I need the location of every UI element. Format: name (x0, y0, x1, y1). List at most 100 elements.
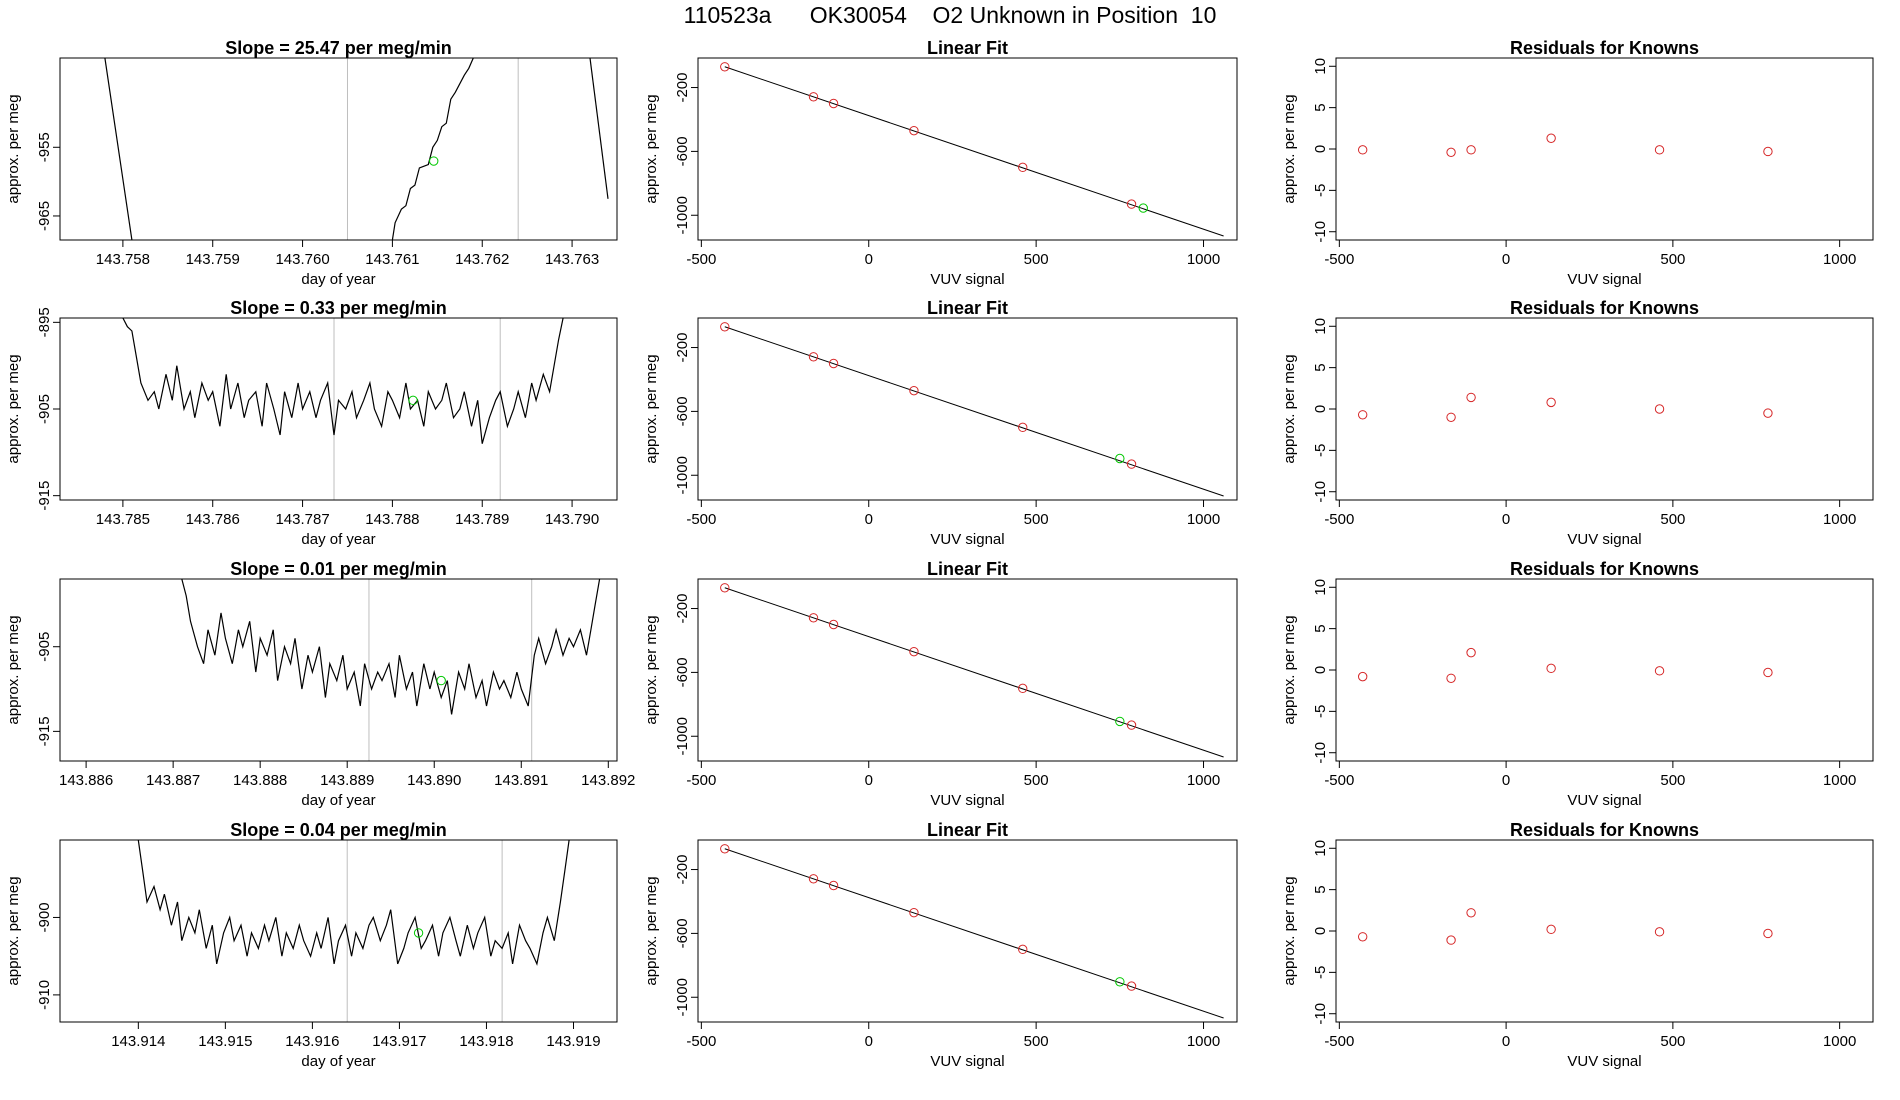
y-tick-label: -1000 (674, 196, 691, 234)
x-tick-label: 500 (1660, 251, 1685, 268)
x-tick-label: 143.887 (146, 772, 200, 789)
y-tick-label: -1000 (674, 978, 691, 1016)
panel-title: Slope = 0.04 per meg/min (230, 820, 447, 840)
y-tick-label: -900 (36, 902, 53, 932)
plot-frame (697, 317, 1238, 501)
known-point (828, 619, 839, 630)
x-tick-label: -500 (686, 251, 716, 268)
x-tick-label: 143.787 (275, 511, 329, 528)
x-tick-label: 143.886 (59, 772, 113, 789)
plot-area (720, 62, 1224, 237)
x-tick-label: 1000 (1823, 1033, 1856, 1050)
x-tick-label: 143.890 (407, 772, 461, 789)
y-tick-label: -1000 (674, 717, 691, 755)
plot-frame (59, 57, 618, 241)
y-tick-label: -10 (1312, 1003, 1329, 1025)
y-tick-label: -10 (1312, 481, 1329, 503)
x-tick-label: 143.789 (455, 511, 509, 528)
known-point (1126, 981, 1137, 991)
x-tick-label: 500 (1024, 251, 1049, 268)
y-tick-label: -965 (36, 201, 53, 231)
y-tick-label: -600 (674, 396, 691, 426)
x-axis-label: VUV signal (930, 1053, 1004, 1070)
plot-area (720, 583, 1224, 758)
y-tick-label: 0 (1312, 145, 1329, 153)
known-point (1018, 162, 1028, 173)
y-tick-label: 5 (1312, 885, 1329, 893)
y-tick-label: -955 (36, 132, 53, 162)
x-axis-label: VUV signal (930, 531, 1004, 548)
known-point (808, 352, 819, 362)
panel-row1-timeseries: Slope = 25.47 per meg/min 143.758 143.759 1… (5, 38, 618, 288)
plot-area (104, 58, 609, 240)
plot-frame (697, 57, 1238, 241)
known-point (720, 62, 730, 72)
series-line (137, 840, 570, 966)
series-line (104, 58, 133, 240)
x-tick-label: 500 (1024, 511, 1049, 528)
y-axis-label: approx. per meg (1281, 615, 1298, 724)
fit-line (724, 587, 1224, 758)
y-tick-label: -200 (674, 333, 691, 363)
x-tick-label: 143.788 (365, 511, 419, 528)
x-tick-label: 143.917 (372, 1033, 426, 1050)
y-tick-label: -905 (36, 394, 53, 424)
known-point (1357, 671, 1368, 682)
fit-line (724, 326, 1224, 497)
x-tick-label: 143.918 (459, 1033, 513, 1050)
known-point (909, 646, 919, 657)
known-point (1654, 666, 1665, 676)
series-line (589, 58, 609, 199)
x-axis-label: VUV signal (1567, 792, 1641, 809)
x-tick-label: 1000 (1187, 1033, 1220, 1050)
known-point (1018, 422, 1028, 433)
panel-title: Slope = 25.47 per meg/min (225, 38, 452, 58)
y-axis-label: approx. per meg (643, 94, 660, 203)
x-tick-label: 143.763 (545, 251, 599, 268)
plot-area (137, 840, 570, 966)
panel-row3-timeseries: Slope = 0.01 per meg/min 143.886 143.887 14… (5, 559, 635, 809)
x-axis-label: VUV signal (1567, 1053, 1641, 1070)
known-point (1126, 459, 1137, 469)
x-tick-label: 143.891 (494, 772, 548, 789)
known-point (1466, 908, 1476, 918)
known-point (1654, 927, 1665, 937)
x-axis-label: day of year (301, 531, 375, 548)
y-tick-label: -200 (674, 594, 691, 624)
plot-frame (1335, 578, 1874, 762)
known-point (828, 880, 839, 891)
panel-row3-linear-fit: Linear Fit -500 0 500 1000 -200 -600 -1000 VUV s… (643, 559, 1238, 809)
known-point (1763, 146, 1773, 157)
known-point (1654, 145, 1665, 155)
series-line (122, 318, 564, 444)
known-point (828, 98, 839, 109)
x-axis-label: VUV signal (930, 271, 1004, 288)
known-point (1546, 133, 1556, 143)
panel-title: Residuals for Knowns (1510, 559, 1699, 579)
x-tick-label: -500 (1324, 1033, 1354, 1050)
plot-area (1357, 647, 1773, 683)
x-tick-label: 0 (865, 511, 873, 528)
x-axis-label: VUV signal (1567, 271, 1641, 288)
known-point (1466, 647, 1476, 658)
y-tick-label: -600 (674, 136, 691, 166)
unknown-point (1138, 203, 1148, 213)
panel-row1-residuals: Residuals for Knowns -500 0 500 1000 10 5 0 -5 -1… (1281, 38, 1874, 288)
known-point (1546, 663, 1556, 674)
panel-title: Linear Fit (927, 38, 1008, 58)
plot-frame (59, 578, 618, 762)
known-point (1446, 673, 1456, 683)
x-tick-label: -500 (686, 1033, 716, 1050)
panel-title: Linear Fit (927, 820, 1008, 840)
x-tick-label: 143.786 (186, 511, 240, 528)
page-title: 110523a OK30054 O2 Unknown in Position 1… (683, 2, 1217, 28)
fit-line (724, 848, 1224, 1019)
panel-row1-linear-fit: Linear Fit -500 0 500 1000 -200 -600 -1000 VUV s… (643, 38, 1238, 288)
unknown-point (408, 395, 418, 406)
x-tick-label: 500 (1024, 772, 1049, 789)
known-point (909, 125, 919, 136)
x-tick-label: 500 (1660, 772, 1685, 789)
y-tick-label: 10 (1312, 318, 1329, 335)
series-line (181, 579, 601, 715)
y-tick-label: -5 (1312, 444, 1329, 457)
